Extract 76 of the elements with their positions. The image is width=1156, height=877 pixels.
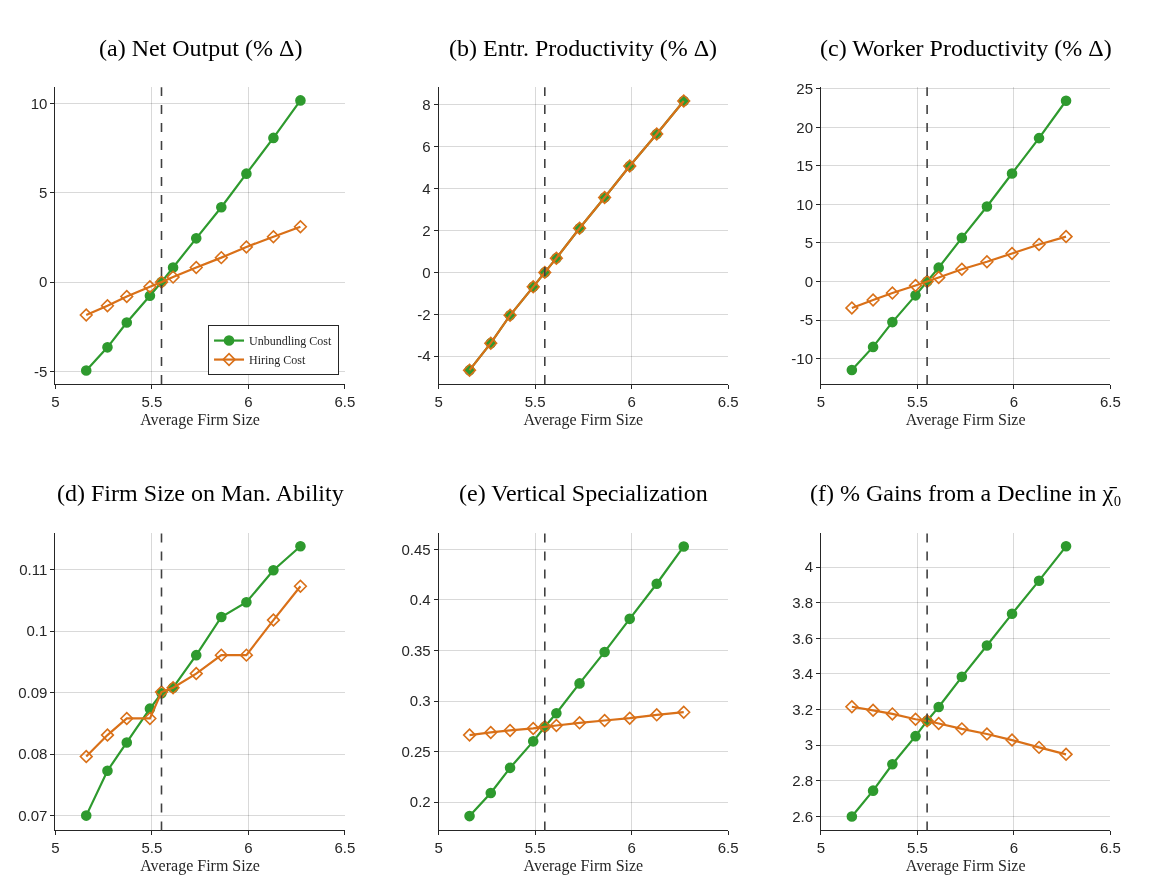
x-tick-label: 6 (627, 839, 636, 857)
y-tick-label: 0.3 (409, 692, 431, 710)
y-tick-label: 0.2 (409, 793, 431, 811)
y-tick-label: 0.11 (19, 560, 48, 578)
y-tick-label: 0.35 (401, 641, 431, 659)
chart-title: (e) Vertical Specialization (459, 480, 708, 506)
y-tick-label: 0 (422, 263, 431, 281)
x-tick-label: 5.5 (524, 392, 546, 410)
chart-title: (c) Worker Productivity (% Δ) (820, 35, 1112, 61)
y-tick-label: 4 (422, 179, 431, 197)
x-tick-label: 5 (816, 392, 826, 410)
x-tick-label: 6.5 (717, 839, 739, 857)
x-tick-label: 6.5 (334, 839, 356, 857)
y-tick-label: 0.07 (18, 806, 48, 824)
y-tick-label: 4 (804, 558, 813, 576)
y-tick-label: 20 (796, 118, 813, 136)
chart-title: (b) Entr. Productivity (% Δ) (449, 35, 718, 61)
x-tick-label: 5 (816, 839, 826, 857)
y-tick-label: 0.45 (401, 540, 431, 558)
x-tick-label: 6 (244, 392, 253, 410)
y-tick-label: 0.08 (18, 745, 48, 763)
y-tick-label: 3.2 (792, 700, 813, 718)
y-tick-label: 0.1 (26, 622, 48, 640)
chart-title: (d) Firm Size on Man. Ability (57, 480, 344, 506)
x-tick-label: 5 (434, 839, 443, 857)
y-tick-label: 2.6 (792, 807, 813, 825)
y-tick-label: 3 (804, 736, 813, 754)
x-tick-label: 5.5 (907, 839, 928, 857)
x-tick-label: 6 (627, 392, 636, 410)
x-tick-label: 6 (1009, 839, 1019, 857)
x-axis-title: Average Firm Size (523, 857, 644, 876)
y-tick-label: 15 (796, 157, 813, 175)
y-tick-label: -2 (417, 305, 431, 323)
y-tick-label: -5 (34, 362, 48, 380)
y-tick-label: 10 (796, 195, 813, 213)
y-tick-label: 5 (804, 234, 813, 252)
y-tick-label: 2.8 (792, 772, 813, 790)
y-tick-label: 10 (30, 94, 48, 112)
y-tick-label: 0.25 (401, 742, 431, 760)
x-tick-label: 5 (51, 392, 60, 410)
x-tick-label: 6 (244, 839, 253, 857)
x-tick-label: 6.5 (1100, 839, 1121, 857)
legend-label: Hiring Cost (249, 353, 307, 368)
x-tick-label: 6.5 (1100, 392, 1121, 410)
y-tick-label: -4 (417, 347, 431, 365)
x-axis-title: Average Firm Size (140, 857, 260, 876)
y-tick-label: 3.6 (792, 629, 813, 647)
x-tick-label: 5.5 (141, 392, 163, 410)
y-tick-label: 0.09 (18, 683, 48, 701)
y-tick-label: 6 (422, 138, 431, 156)
y-tick-label: 8 (422, 96, 431, 114)
x-tick-label: 5.5 (524, 839, 546, 857)
x-tick-label: 5 (51, 839, 60, 857)
y-tick-label: 3.4 (792, 665, 813, 683)
y-tick-label: 0.4 (409, 591, 431, 609)
x-axis-title: Average Firm Size (905, 857, 1026, 876)
chart-title: (f) % Gains from a Decline in χ̄₀ (810, 480, 1122, 506)
y-tick-label: 2 (422, 221, 431, 239)
legend-label: Unbundling Cost (249, 334, 333, 349)
y-tick-label: -5 (799, 311, 813, 329)
y-tick-label: 0 (804, 272, 813, 290)
x-tick-label: 6 (1009, 392, 1019, 410)
x-tick-label: 6.5 (334, 392, 356, 410)
x-axis-title: Average Firm Size (905, 410, 1026, 429)
x-tick-label: 5.5 (907, 392, 928, 410)
x-tick-label: 6.5 (717, 392, 739, 410)
x-tick-label: 5 (434, 392, 443, 410)
y-tick-label: 5 (39, 184, 48, 202)
chart-title: (a) Net Output (% Δ) (99, 35, 303, 61)
y-tick-label: 0 (39, 273, 48, 291)
x-axis-title: Average Firm Size (523, 410, 644, 429)
x-tick-label: 5.5 (141, 839, 163, 857)
x-axis-title: Average Firm Size (140, 410, 260, 429)
y-tick-label: -10 (791, 349, 813, 367)
y-tick-label: 25 (796, 80, 813, 98)
y-tick-label: 3.8 (792, 594, 813, 612)
